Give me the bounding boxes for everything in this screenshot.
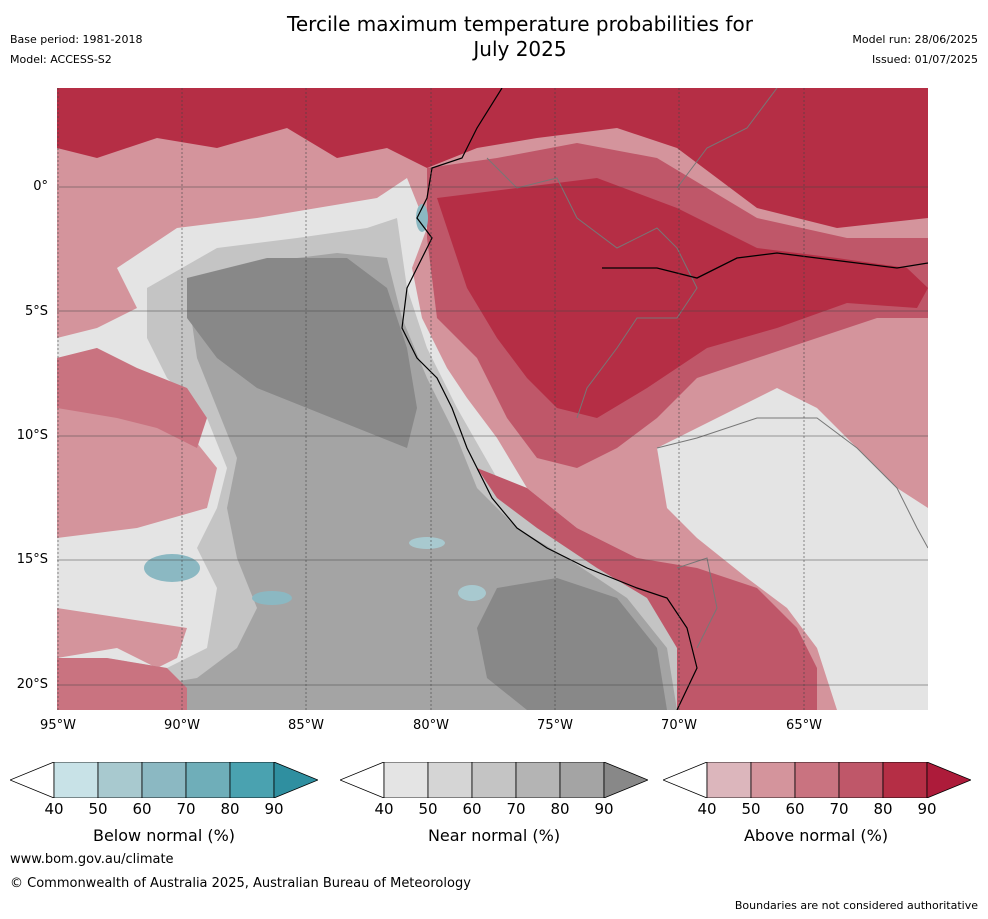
colorbar-below-svg	[8, 761, 320, 799]
colorbar-segment	[559, 761, 605, 799]
region-below-normal-4	[458, 585, 486, 601]
cb0-tick-80: 80	[220, 800, 240, 818]
colorbar-segment	[53, 761, 99, 799]
model-name: Model: ACCESS-S2	[10, 53, 112, 66]
colorbar-extend-low	[8, 761, 55, 799]
lon-label-70w: 70°W	[661, 718, 697, 733]
footer-disclaimer: Boundaries are not considered authoritat…	[734, 899, 978, 912]
issued-date: Issued: 01/07/2025	[871, 53, 978, 66]
region-below-normal-2	[252, 591, 292, 605]
cb2-tick-70: 70	[829, 800, 849, 818]
meta-right: Model run: 28/06/2025 Issued: 01/07/2025	[852, 30, 978, 70]
region-near-90-south	[477, 578, 667, 710]
region-below-normal-5	[416, 204, 428, 232]
model-run: Model run: 28/06/2025	[852, 33, 978, 46]
colorbar-segment	[471, 761, 517, 799]
footer-copyright: © Commonwealth of Australia 2025, Austra…	[10, 876, 471, 891]
lat-label-0: 0°	[33, 179, 48, 194]
cb2-tick-80: 80	[873, 800, 893, 818]
map-title: Tercile maximum temperature probabilitie…	[230, 12, 810, 62]
base-period: Base period: 1981-2018	[10, 33, 143, 46]
cb2-tick-50: 50	[741, 800, 761, 818]
cb1-tick-50: 50	[418, 800, 438, 818]
colorbar-extend-low	[661, 761, 708, 799]
cb0-tick-90: 90	[264, 800, 284, 818]
region-near-90	[187, 258, 417, 448]
lon-label-95w: 95°W	[40, 718, 76, 733]
colorbar-below-normal	[8, 761, 320, 799]
map-svg	[57, 88, 928, 710]
cb1-tick-40: 40	[374, 800, 394, 818]
lon-label-75w: 75°W	[537, 718, 573, 733]
lon-label-80w: 80°W	[413, 718, 449, 733]
cb0-tick-50: 50	[88, 800, 108, 818]
cb0-tick-60: 60	[132, 800, 152, 818]
map-title-line2: July 2025	[473, 37, 567, 61]
cb1-tick-80: 80	[550, 800, 570, 818]
region-above-west-south	[57, 658, 187, 710]
colorbar-segment	[229, 761, 275, 799]
cb2-tick-60: 60	[785, 800, 805, 818]
colorbar-segment	[794, 761, 840, 799]
colorbar-extend-high	[603, 761, 650, 799]
colorbar-segment	[515, 761, 561, 799]
coastline	[401, 88, 698, 710]
cb2-tick-90: 90	[917, 800, 937, 818]
lat-label-20s: 20°S	[16, 677, 48, 692]
lat-label-10s: 10°S	[16, 428, 48, 443]
lon-label-85w: 85°W	[288, 718, 324, 733]
colorbar-above-normal	[661, 761, 973, 799]
cb0-tick-70: 70	[176, 800, 196, 818]
colorbar-segment	[882, 761, 928, 799]
probability-map	[57, 88, 928, 710]
footer-url[interactable]: www.bom.gov.au/climate	[10, 852, 174, 867]
region-above-90-north	[57, 88, 928, 228]
colorbar-near-normal	[338, 761, 650, 799]
graticule	[57, 88, 928, 710]
amazon-river	[602, 252, 928, 279]
cb1-tick-70: 70	[506, 800, 526, 818]
colorbar-segment	[706, 761, 752, 799]
colorbar-segment	[185, 761, 231, 799]
cb0-tick-40: 40	[44, 800, 64, 818]
colorbar-extend-low	[338, 761, 385, 799]
colorbar-extend-high	[926, 761, 973, 799]
colorbar-segment	[750, 761, 796, 799]
region-above-90-interior	[437, 178, 928, 418]
region-below-normal-1	[144, 554, 200, 582]
lat-label-15s: 15°S	[16, 552, 48, 567]
colorbar-segment	[97, 761, 143, 799]
colorbar-segment	[141, 761, 187, 799]
lat-label-5s: 5°S	[24, 304, 48, 319]
map-title-line1: Tercile maximum temperature probabilitie…	[287, 12, 753, 36]
cb2-tick-40: 40	[697, 800, 717, 818]
cb1-tick-60: 60	[462, 800, 482, 818]
region-near-normal-southeast	[657, 388, 928, 710]
lon-label-90w: 90°W	[164, 718, 200, 733]
colorbar-above-label: Above normal (%)	[743, 826, 889, 845]
colorbar-near-label: Near normal (%)	[427, 826, 561, 845]
colorbar-segment	[383, 761, 429, 799]
colorbar-near-svg	[338, 761, 650, 799]
colorbar-below-label: Below normal (%)	[92, 826, 236, 845]
colorbar-segment	[427, 761, 473, 799]
lon-label-65w: 65°W	[786, 718, 822, 733]
region-above-coastal-band	[477, 468, 817, 710]
region-above-west-pocket	[57, 348, 207, 448]
meta-left: Base period: 1981-2018 Model: ACCESS-S2	[10, 30, 142, 70]
colorbar-segment	[838, 761, 884, 799]
region-below-normal-3	[409, 537, 445, 549]
cb1-tick-90: 90	[594, 800, 614, 818]
colorbar-above-svg	[661, 761, 973, 799]
country-borders	[486, 88, 928, 649]
colorbar-extend-high	[273, 761, 320, 799]
